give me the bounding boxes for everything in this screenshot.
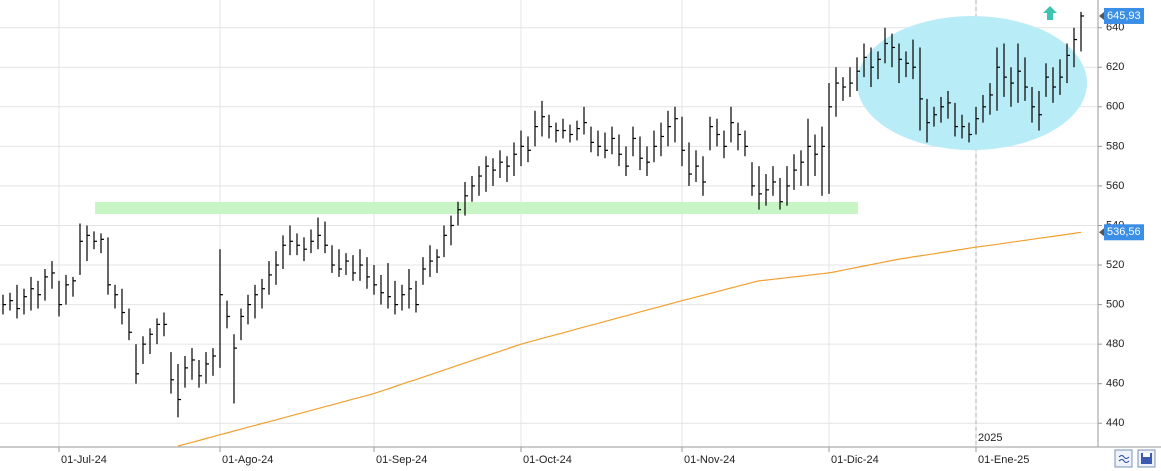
toolbar — [1114, 449, 1156, 468]
last-value-pointer — [1099, 11, 1104, 20]
last-value-box — [1104, 7, 1144, 24]
x-tick-label: 01-Nov-24 — [684, 454, 735, 466]
y-tick-label: 480 — [1106, 338, 1124, 350]
labels: 44046048050052054056058060062064001-Jul-… — [58, 7, 1144, 466]
x-tick-label: 01-Dic-24 — [831, 454, 879, 466]
x-tick-label: 01-Jul-24 — [61, 454, 107, 466]
y-tick-label: 580 — [1106, 140, 1124, 152]
last-value-pointer — [1099, 228, 1104, 237]
last-value-box — [1104, 224, 1144, 241]
y-tick-label: 520 — [1106, 259, 1124, 271]
last-value-label: 536,56 — [1107, 226, 1141, 238]
y-tick-label: 460 — [1106, 378, 1124, 390]
x-tick-label: 01-Ago-24 — [222, 454, 273, 466]
y-tick-label: 560 — [1106, 180, 1124, 192]
x-tick-label: 01-Ene-25 — [978, 454, 1029, 466]
highlight-ellipse — [857, 16, 1087, 150]
y-tick-label: 500 — [1106, 298, 1124, 310]
y-tick-label: 440 — [1106, 417, 1124, 429]
y-tick-label: 640 — [1106, 22, 1124, 34]
x-tick-label: 01-Oct-24 — [523, 454, 572, 466]
x-tick-label: 01-Sep-24 — [376, 454, 427, 466]
y-tick-label: 620 — [1106, 61, 1124, 73]
y-tick-label: 600 — [1106, 101, 1124, 113]
zoom-icon — [1118, 455, 1130, 463]
support-band — [95, 202, 858, 214]
moving-average-line — [177, 231, 1082, 447]
save-icon-label — [1143, 453, 1150, 457]
year-label: 2025 — [978, 432, 1002, 444]
last-value-label: 645,93 — [1107, 10, 1141, 22]
zoom-button[interactable] — [1114, 449, 1133, 468]
up-arrow — [1043, 6, 1057, 20]
save-icon — [1141, 453, 1152, 464]
marks — [2, 11, 1084, 447]
